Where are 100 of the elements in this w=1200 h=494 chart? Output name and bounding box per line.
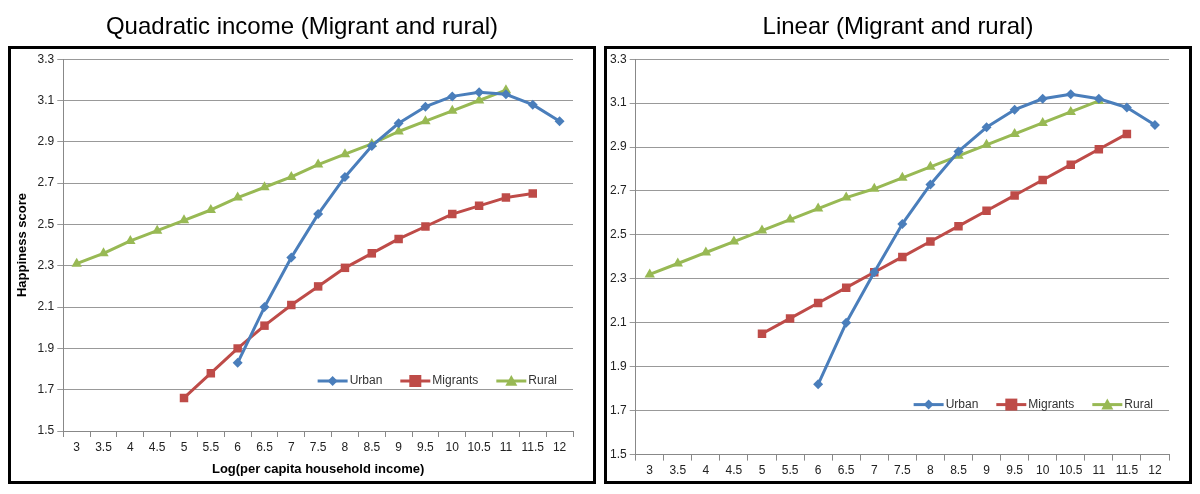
point	[367, 249, 377, 258]
legend-label: Rural	[528, 373, 558, 388]
point	[393, 118, 404, 129]
chart-title: Quadratic income (Migrant and rural)	[104, 11, 500, 41]
y-tick-label: 1.5	[609, 446, 627, 461]
point	[1149, 120, 1160, 131]
x-tick-label: 9	[395, 439, 403, 454]
point	[1094, 145, 1104, 154]
point	[1121, 102, 1132, 113]
point	[98, 247, 109, 257]
point	[260, 321, 269, 330]
x-tick-label: 3	[646, 463, 654, 478]
x-tick-label: 8	[927, 463, 935, 478]
x-tick-label: 7	[287, 439, 295, 454]
x-tick-label: 5	[758, 463, 766, 478]
point	[1065, 89, 1076, 100]
point	[1066, 160, 1075, 169]
x-tick-label: 5.5	[781, 463, 799, 478]
point	[897, 218, 908, 229]
y-tick-label: 1.5	[37, 423, 55, 438]
y-tick-label: 1.7	[609, 402, 627, 417]
point	[841, 191, 852, 201]
point	[71, 257, 82, 267]
x-tick-label: 3.5	[95, 439, 113, 454]
x-tick-label: 10.5	[1059, 463, 1083, 478]
point	[259, 181, 270, 191]
point	[898, 252, 907, 262]
x-tick-label: 4.5	[725, 463, 743, 478]
x-tick-label: 4	[127, 439, 135, 454]
point	[841, 317, 852, 328]
x-tick-label: 8.5	[950, 463, 968, 478]
x-tick-label: 3.5	[669, 463, 687, 478]
point	[286, 170, 297, 180]
point	[339, 171, 350, 182]
point	[1010, 191, 1019, 200]
point	[366, 140, 377, 151]
legend-label: Urban	[945, 396, 979, 411]
x-tick-label: 11.5	[1115, 463, 1139, 478]
x-tick-label: 11	[1092, 463, 1106, 478]
point	[925, 179, 936, 190]
y-tick-label: 2.5	[37, 216, 55, 231]
x-tick-label: 4	[702, 463, 710, 478]
point	[897, 171, 908, 181]
point	[981, 122, 992, 133]
point	[1038, 175, 1047, 185]
y-tick-label: 1.9	[609, 359, 627, 374]
point	[420, 101, 431, 112]
x-axis-title: Log(per capita household income)	[211, 460, 425, 476]
point	[527, 99, 538, 110]
y-tick-label: 2.7	[37, 175, 55, 190]
x-tick-label: 6	[814, 463, 822, 478]
legend-label: Migrants	[1028, 396, 1075, 411]
y-tick-label: 2.3	[37, 258, 55, 273]
x-tick-label: 12	[552, 439, 567, 454]
x-tick-label: 11.5	[521, 439, 545, 454]
point	[982, 206, 991, 216]
point	[233, 344, 242, 353]
x-tick-label: 10.5	[467, 439, 492, 454]
point	[178, 214, 190, 224]
point	[286, 252, 297, 263]
point	[1037, 93, 1048, 104]
x-tick-label: 5	[180, 439, 188, 454]
x-tick-label: 9.5	[1006, 463, 1024, 478]
point	[287, 300, 296, 310]
y-tick-label: 1.9	[37, 340, 55, 355]
y-tick-label: 2.9	[609, 139, 627, 154]
point	[232, 357, 243, 368]
y-tick-label: 2.7	[609, 183, 627, 198]
point	[500, 89, 511, 100]
x-tick-label: 4.5	[148, 439, 166, 454]
point	[869, 182, 880, 192]
point	[447, 104, 458, 114]
point	[728, 235, 740, 245]
x-tick-label: 3	[73, 439, 81, 454]
x-tick-label: 6	[234, 439, 242, 454]
x-tick-label: 10	[445, 439, 460, 454]
legend-label: Rural	[1124, 396, 1154, 411]
x-tick-label: 7.5	[309, 439, 327, 454]
point	[954, 221, 963, 231]
x-tick-label: 10	[1036, 463, 1050, 478]
y-tick-label: 3.3	[37, 51, 55, 66]
chart-title: Linear (Migrant and rural)	[761, 11, 1035, 41]
point	[448, 209, 457, 219]
x-tick-label: 6.5	[256, 439, 274, 454]
legend-label: Migrants	[432, 373, 479, 388]
x-tick-label: 11	[499, 439, 513, 454]
legend-label: Urban	[349, 373, 383, 388]
y-tick-label: 3.1	[37, 92, 55, 107]
point	[313, 282, 323, 291]
x-tick-label: 8	[341, 439, 349, 454]
x-tick-label: 12	[1148, 463, 1162, 478]
point	[1009, 104, 1020, 115]
x-tick-label: 7.5	[894, 463, 911, 478]
point	[700, 246, 712, 256]
point	[813, 379, 824, 390]
y-tick-label: 2.1	[609, 315, 627, 330]
point	[339, 148, 351, 158]
x-tick-label: 8.5	[363, 439, 381, 454]
point	[926, 237, 935, 246]
point	[841, 283, 851, 292]
